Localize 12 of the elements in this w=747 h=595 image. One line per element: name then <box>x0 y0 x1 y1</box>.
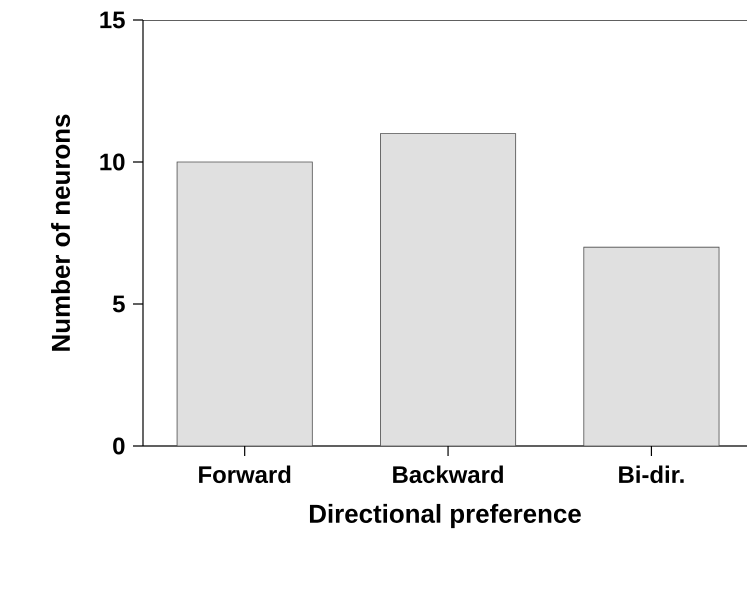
x-tick-label: Bi-dir. <box>619 466 684 484</box>
y-axis-title: Number of neurons <box>51 114 70 351</box>
x-tick-label: Forward <box>199 466 290 484</box>
bar <box>176 162 313 446</box>
y-tick-label: 10 <box>100 154 124 170</box>
y-tick-label: 0 <box>113 438 124 454</box>
x-axis-title: Directional preference <box>310 504 581 528</box>
y-tick-label: 5 <box>112 296 125 312</box>
y-tick-label: 15 <box>100 12 125 28</box>
x-tick-label: Backward <box>393 466 503 484</box>
bar <box>583 246 720 446</box>
bar <box>380 133 516 446</box>
